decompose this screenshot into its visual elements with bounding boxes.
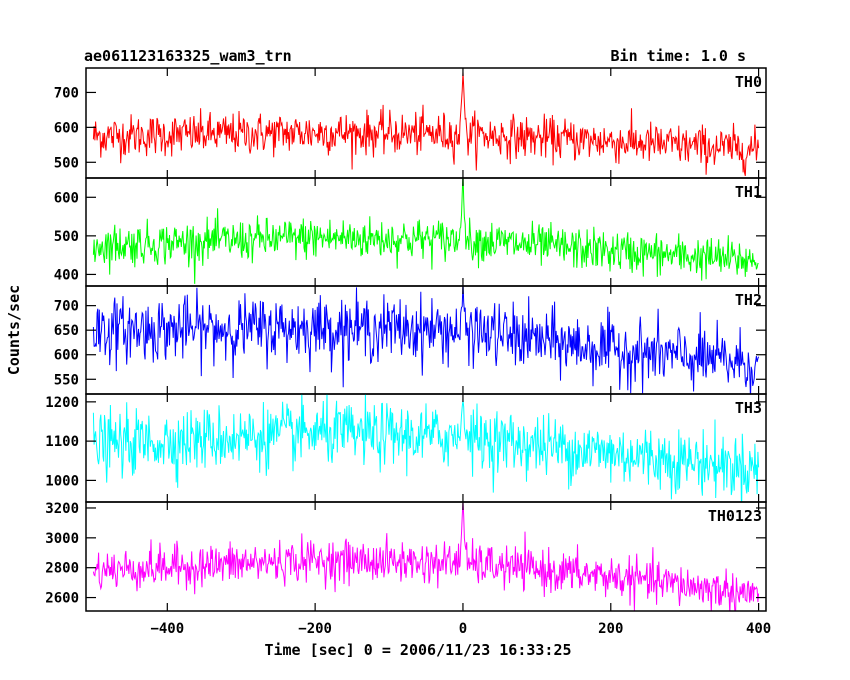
series-th0123: [92, 502, 760, 611]
series-th2: [92, 286, 760, 394]
y-tick-label: 600: [54, 120, 79, 136]
y-axis-label: Counts/sec: [5, 285, 23, 375]
panel-label-th3: TH3: [735, 399, 762, 417]
y-tick-label: 500: [54, 229, 79, 245]
x-tick-label: −200: [298, 621, 332, 637]
y-tick-label: 2800: [45, 561, 79, 577]
series-th3: [92, 394, 760, 502]
y-tick-label: 700: [54, 85, 79, 101]
x-axis-label: Time [sec] 0 = 2006/11/23 16:33:25: [264, 641, 571, 659]
y-tick-label: 400: [54, 267, 79, 283]
y-tick-label: 500: [54, 155, 79, 171]
x-tick-label: 400: [746, 621, 771, 637]
panel-label-th0: TH0: [735, 73, 762, 91]
y-tick-label: 650: [54, 323, 79, 339]
panel-label-th0123: TH0123: [708, 507, 762, 525]
panel-label-th2: TH2: [735, 291, 762, 309]
panel-frame-th0123: [85, 501, 767, 612]
panel-frame-th0: [85, 67, 767, 179]
y-tick-label: 1000: [45, 473, 79, 489]
y-tick-label: 600: [54, 348, 79, 364]
x-tick-label: −400: [150, 621, 184, 637]
series-th1: [92, 178, 759, 284]
x-tick-label: 0: [459, 621, 467, 637]
y-tick-label: 550: [54, 372, 79, 388]
y-tick-label: 1100: [45, 434, 79, 450]
chart-title: ae061123163325_wam3_trn: [84, 47, 292, 65]
y-tick-label: 3000: [45, 531, 79, 547]
panels-group: 500 600 700 TH0 400 500 600 TH1 550 600 650 700 TH2 1…: [45, 67, 771, 637]
y-tick-label: 3200: [45, 501, 79, 517]
x-tick-label: 200: [598, 621, 623, 637]
series-th0: [92, 71, 760, 177]
panel-label-th1: TH1: [735, 183, 762, 201]
y-tick-label: 700: [54, 299, 79, 315]
bin-time-label: Bin time: 1.0 s: [611, 47, 746, 65]
y-tick-label: 1200: [45, 395, 79, 411]
y-tick-label: 600: [54, 190, 79, 206]
y-tick-label: 2600: [45, 591, 79, 607]
